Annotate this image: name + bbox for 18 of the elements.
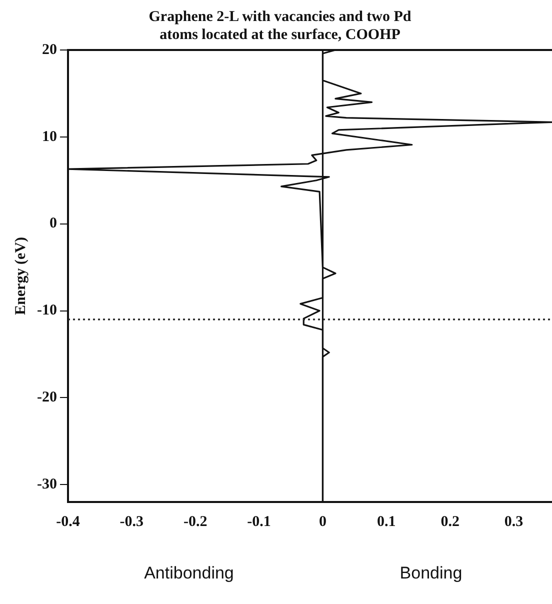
x-tick-label: -0.3 — [120, 514, 144, 530]
y-tick-label: 0 — [49, 216, 57, 232]
text: Antibonding — [144, 564, 234, 583]
y-tick-label: 10 — [42, 128, 57, 145]
y-axis-title: Energy (eV) — [12, 237, 29, 315]
chart-title: Graphene 2-L with vacancies and two Pd atoms located at the surface, COOHP — [148, 8, 412, 43]
x-tick-label: 0.1 — [377, 514, 396, 530]
x-tick-label: -0.4 — [56, 514, 80, 530]
x-tick-label: 0.3 — [504, 514, 524, 530]
y-tick-label: 20 — [42, 42, 57, 58]
text: Bonding — [400, 564, 462, 583]
x-tick-label: -0.1 — [247, 514, 271, 530]
y-tick-label: -30 — [36, 476, 57, 492]
x-tick-label: -0.2 — [183, 514, 208, 530]
y-tick-label: -10 — [36, 302, 57, 319]
y-tick-label: -20 — [36, 390, 57, 406]
x-tick-label: 0.2 — [440, 514, 460, 530]
x-tick-label: 0 — [318, 514, 326, 530]
